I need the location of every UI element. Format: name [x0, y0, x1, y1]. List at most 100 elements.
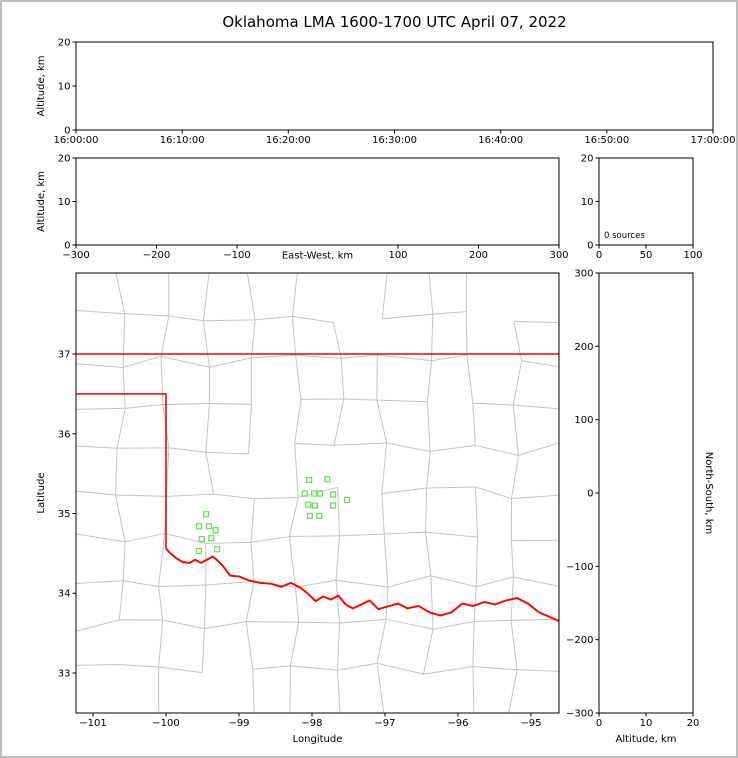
county-lines: [76, 273, 559, 713]
county-line: [162, 403, 210, 406]
x-tick-label: −101: [79, 718, 106, 729]
county-line: [165, 447, 170, 497]
state-border-line: [76, 393, 167, 549]
county-line: [472, 403, 476, 446]
county-line: [432, 311, 467, 315]
station-marker: [343, 496, 351, 504]
county-line: [250, 542, 255, 582]
station-marker: [301, 490, 308, 497]
county-line: [158, 586, 164, 621]
y-tick-label: 100: [574, 415, 593, 426]
county-line: [292, 315, 334, 324]
y-tick-label: −100: [566, 562, 593, 573]
station-marker: [208, 535, 215, 542]
county-line: [339, 618, 387, 624]
county-line: [431, 354, 468, 362]
county-line: [332, 322, 342, 359]
county-line: [430, 575, 434, 630]
station-marker: [306, 512, 313, 519]
y-tick-label: 0: [64, 241, 70, 252]
county-line: [76, 310, 125, 315]
x-tick-label: 16:00:00: [54, 135, 99, 146]
station-marker: [330, 502, 337, 509]
station-marker: [305, 476, 313, 484]
plan_view_map-xlabel: Longitude: [293, 734, 343, 745]
y-tick-label: 20: [58, 154, 71, 165]
county-line: [248, 404, 252, 454]
county-line: [512, 405, 519, 456]
county-line: [205, 541, 251, 544]
x-tick-label: 50: [640, 250, 653, 261]
county-line: [290, 665, 338, 671]
y-tick-label: 33: [58, 668, 71, 679]
station-marker: [305, 501, 312, 508]
county-line: [513, 404, 559, 410]
county-line: [294, 443, 335, 446]
county-line: [294, 399, 302, 444]
county-line: [512, 360, 523, 406]
county-line: [209, 403, 252, 405]
county-line: [339, 533, 385, 537]
county-line: [76, 490, 116, 496]
y-tick-label: 0: [64, 126, 70, 137]
ns_height-ylabel-right: North-South, km: [703, 452, 714, 535]
y-tick-label: −200: [566, 635, 593, 646]
x-tick-label: −300: [62, 250, 89, 261]
county-line: [289, 622, 300, 667]
x-tick-label: 100: [683, 250, 702, 261]
x-tick-label: −200: [143, 250, 170, 261]
county-line: [160, 356, 164, 405]
county-line: [295, 355, 302, 400]
county-line: [204, 621, 247, 630]
y-tick-label: 36: [58, 429, 71, 440]
county-line: [428, 273, 434, 315]
county-line: [118, 663, 159, 668]
county-line: [521, 360, 559, 368]
station-marker: [195, 523, 202, 530]
plan_view_map-panel: [75, 272, 560, 714]
x-tick-label: 17:00:00: [691, 135, 736, 146]
county-line: [475, 444, 519, 456]
county-line: [251, 354, 296, 359]
y-tick-label: 35: [58, 509, 71, 520]
county-line: [474, 619, 512, 622]
county-line: [513, 320, 559, 323]
source-count-annotation: 0 sources: [604, 231, 645, 241]
x-tick-label: 20: [687, 718, 700, 729]
county-line: [387, 575, 432, 588]
y-tick-label: 37: [58, 350, 71, 361]
x-tick-label: 200: [469, 250, 488, 261]
ew_height-panel: [75, 157, 560, 246]
county-line: [246, 621, 299, 623]
county-line: [340, 358, 345, 400]
x-tick-label: −98: [301, 718, 322, 729]
county-line: [250, 498, 255, 543]
y-tick-label: 0: [587, 489, 593, 500]
county-line: [381, 493, 385, 534]
y-tick-label: 0: [587, 241, 593, 252]
county-line: [513, 576, 559, 587]
county-line: [289, 535, 340, 538]
county-line: [158, 666, 203, 674]
county-line: [202, 273, 210, 321]
county-line: [334, 442, 387, 446]
county-line: [115, 494, 167, 497]
county-line: [377, 662, 424, 675]
county-line: [246, 273, 256, 320]
ew_height-ylabel: Altitude, km: [36, 171, 47, 232]
county-line: [115, 273, 126, 314]
x-tick-label: −95: [520, 718, 541, 729]
county-line: [426, 486, 476, 489]
time_height-ylabel: Altitude, km: [36, 56, 47, 117]
county-line: [376, 399, 388, 444]
county-line: [423, 666, 474, 675]
county-line: [252, 669, 255, 713]
county-line: [205, 580, 255, 586]
county-line: [341, 354, 378, 359]
county-line: [472, 621, 475, 667]
county-line: [168, 315, 204, 322]
map-layers: [76, 273, 559, 713]
county-line: [123, 580, 159, 588]
county-line: [511, 618, 559, 621]
